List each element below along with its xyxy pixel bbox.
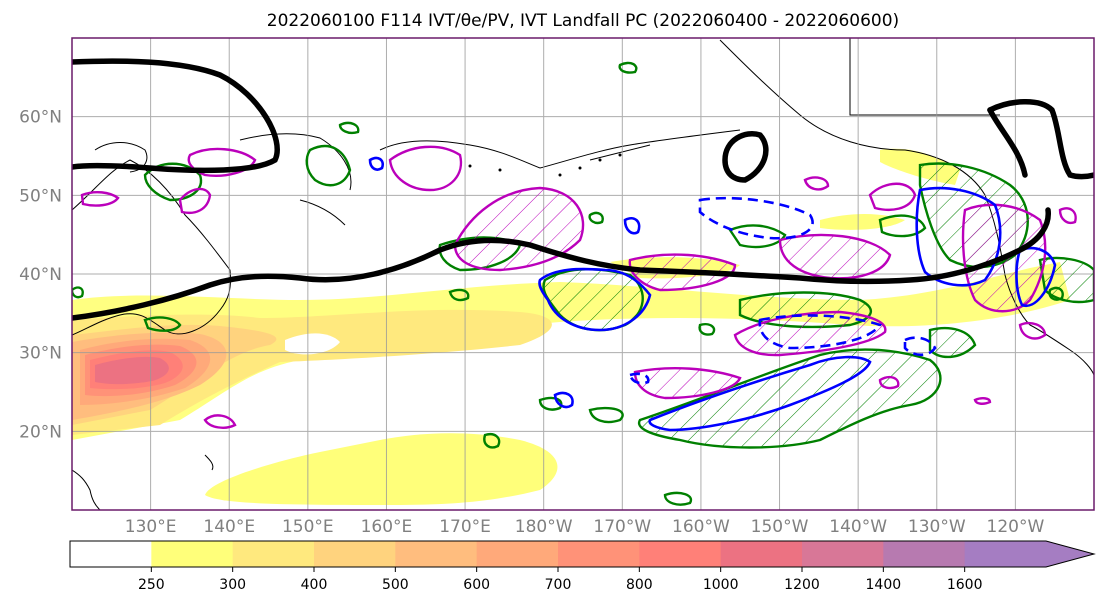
- longitude-label: 140°E: [203, 517, 255, 537]
- aleutian-islands: [468, 153, 622, 177]
- latitude-label: 40°N: [19, 265, 62, 285]
- colorbar-label: 250: [138, 577, 165, 593]
- colorbar-cell: [70, 541, 152, 567]
- longitude-label: 140°W: [829, 517, 887, 537]
- map-panel: 60°N 50°N 40°N 30°N 20°N 130°E 140°E 150°E 160°…: [19, 37, 1095, 537]
- colorbar-label: 300: [219, 577, 246, 593]
- colorbar-cell: [232, 541, 315, 567]
- latitude-label: 60°N: [19, 108, 62, 128]
- colorbar-label: 1400: [866, 577, 902, 593]
- longitude-label: 130°W: [908, 517, 966, 537]
- colorbar-label: 600: [463, 577, 490, 593]
- colorbar: 250 300 400 500 600 700 800 1000 1200 1400 1600: [69, 540, 1096, 593]
- colorbar-cell: [395, 541, 478, 567]
- latitude-label: 30°N: [19, 344, 62, 364]
- longitude-label: 160°E: [361, 517, 413, 537]
- longitude-label: 120°W: [987, 517, 1045, 537]
- plot-title: 2022060100 F114 IVT/θe/PV, IVT Landfall …: [267, 11, 899, 31]
- colorbar-label: 1600: [947, 577, 983, 593]
- longitude-label: 130°E: [125, 517, 177, 537]
- longitude-label: 180°W: [515, 517, 573, 537]
- longitude-label: 150°W: [751, 517, 809, 537]
- latitude-labels: 60°N 50°N 40°N 30°N 20°N: [19, 108, 62, 443]
- latitude-label: 20°N: [19, 422, 62, 442]
- pv-contours: [72, 58, 1094, 321]
- colorbar-label: 700: [545, 577, 572, 593]
- colorbar-cell: [558, 541, 640, 567]
- colorbar-extend-arrow: [1046, 541, 1094, 567]
- colorbar-cell: [151, 541, 234, 567]
- colorbar-cell: [802, 541, 884, 567]
- longitude-label: 160°W: [672, 517, 730, 537]
- colorbar-cell: [720, 541, 803, 567]
- colorbar-cell: [476, 541, 559, 567]
- longitude-label: 170°E: [439, 517, 491, 537]
- colorbar-label: 500: [382, 577, 409, 593]
- longitude-label: 150°E: [282, 517, 334, 537]
- colorbar-cell: [314, 541, 396, 567]
- longitude-labels: 130°E 140°E 150°E 160°E 170°E 180°W 170°W 160°W…: [125, 517, 1045, 537]
- colorbar-label: 800: [626, 577, 653, 593]
- colorbar-cells: [70, 541, 1094, 567]
- colorbar-cell: [964, 541, 1047, 567]
- colorbar-label: 1200: [784, 577, 820, 593]
- map-frame: [71, 37, 1095, 511]
- colorbar-cell: [639, 541, 722, 567]
- colorbar-label: 1000: [703, 577, 739, 593]
- colorbar-labels: 250 300 400 500 600 700 800 1000 1200 1400 1600: [138, 567, 983, 593]
- longitude-label: 170°W: [593, 517, 651, 537]
- latitude-label: 50°N: [19, 186, 62, 206]
- ivt-pc-blue-contours: [368, 156, 1057, 432]
- colorbar-label: 400: [301, 577, 328, 593]
- colorbar-cell: [883, 541, 966, 567]
- colorbar-outline: [69, 540, 1096, 568]
